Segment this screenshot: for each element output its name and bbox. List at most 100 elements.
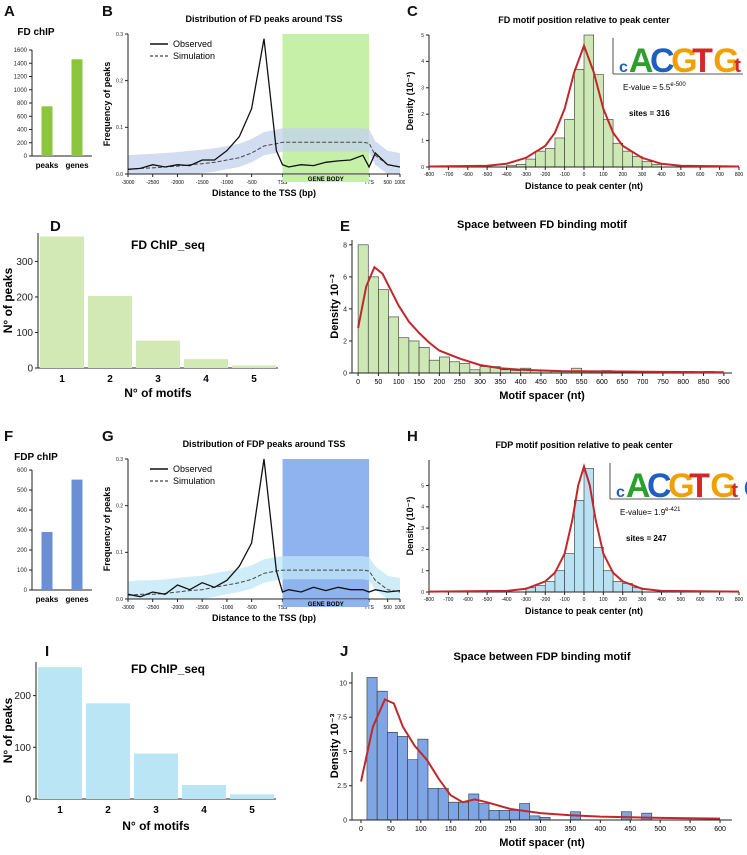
histogram-bar <box>438 788 448 820</box>
x-tick-label: -400 <box>501 172 511 178</box>
y-tick-label: 200 <box>16 292 33 303</box>
chart-title: Space between FD binding motif <box>457 219 627 231</box>
histogram-bar <box>584 469 594 592</box>
y-tick-label: 100 <box>17 568 28 574</box>
x-tick-label: -500 <box>482 172 492 178</box>
x-tick-label: 800 <box>677 379 689 386</box>
x-tick-label: -500 <box>247 180 257 186</box>
logo-letter: c <box>619 59 628 76</box>
y-tick-label: 8 <box>343 242 347 249</box>
x-tick-label: 100 <box>393 379 405 386</box>
y-tick-label: 100 <box>16 328 33 339</box>
histogram-bar <box>545 581 555 592</box>
histogram-bar <box>536 151 546 167</box>
y-tick-label: 0 <box>421 165 424 171</box>
y-tick-label: 4 <box>421 59 424 65</box>
bar <box>230 794 274 799</box>
x-tick-label: -300 <box>521 597 531 603</box>
y-tick-label: 0 <box>24 154 28 160</box>
panel-letter: D <box>50 218 61 235</box>
fd-motif-position-histogram: FD motif position relative to peak cente… <box>405 0 747 200</box>
x-tick-label: -800 <box>424 172 434 178</box>
x-tick-label: 850 <box>698 379 710 386</box>
x-tick-label: -700 <box>443 597 453 603</box>
x-tick-label: -500 <box>247 605 257 611</box>
histogram-bar <box>358 245 368 373</box>
x-tick-label: 200 <box>619 172 628 178</box>
histogram-bar <box>574 500 584 592</box>
y-axis-label: Density (10⁻³) <box>405 497 415 556</box>
x-tick-label: 250 <box>505 826 517 833</box>
histogram-bar <box>555 571 565 592</box>
x-tick-label: 600 <box>596 379 608 386</box>
y-tick-label: 800 <box>17 101 28 107</box>
y-tick-label: 3 <box>421 86 424 92</box>
y-tick-label: 4 <box>343 306 347 313</box>
y-tick-label: 400 <box>17 128 28 134</box>
x-tick-label: 800 <box>735 172 744 178</box>
fdp-motif-position-histogram: FDP motif position relative to peak cent… <box>405 425 747 625</box>
fd-chip-bar-chart: FD chIP02004006008001000120014001600peak… <box>0 0 100 190</box>
x-tick-label: -1500 <box>196 605 209 611</box>
x-tick-label: 500 <box>383 180 392 186</box>
y-tick-label: 2 <box>421 112 424 118</box>
y-tick-label: 400 <box>17 508 28 514</box>
legend-simulation-label: Simulation <box>173 476 215 486</box>
x-tick-label: 5 <box>251 374 257 385</box>
histogram-bar <box>409 341 419 373</box>
histogram-bar <box>499 810 509 820</box>
panel-letter: B <box>102 3 113 20</box>
x-tick-label: 600 <box>714 826 726 833</box>
y-axis-label: Frequency of peaks <box>102 487 112 572</box>
gene-body-label: GENE BODY <box>308 602 344 608</box>
bar <box>134 754 178 799</box>
x-tick-label: -100 <box>560 597 570 603</box>
y-tick-label: 5 <box>421 483 424 489</box>
x-tick-label: peaks <box>36 595 59 604</box>
x-tick-label: 600 <box>696 172 705 178</box>
x-axis-label: N° of motifs <box>122 819 190 833</box>
panel-h: H FDP motif position relative to peak ce… <box>405 425 747 625</box>
x-tick-label: -2000 <box>171 605 184 611</box>
y-tick-label: 2 <box>343 338 347 345</box>
x-tick-label: 1 <box>57 805 63 816</box>
x-tick-label: -700 <box>443 172 453 178</box>
histogram-bar <box>594 547 604 592</box>
x-tick-label: 50 <box>387 826 395 833</box>
bar <box>42 106 53 156</box>
x-axis-label: Distance to peak center (nt) <box>525 606 643 616</box>
x-tick-label: -600 <box>463 597 473 603</box>
panel-c: C FD motif position relative to peak cen… <box>405 0 747 200</box>
y-tick-label: 6 <box>343 274 347 281</box>
y-tick-label: 1200 <box>14 75 28 81</box>
panel-letter: J <box>340 643 348 660</box>
panel-letter: G <box>102 428 114 445</box>
y-axis-label: N° of peaks <box>1 697 15 763</box>
fdp-tss-distribution-chart: Distribution of FDP peaks around TSS0.00… <box>100 425 405 625</box>
x-tick-label: -300 <box>521 172 531 178</box>
histogram-bar <box>603 571 613 592</box>
x-tick-label: 5 <box>249 805 255 816</box>
bar <box>88 296 132 368</box>
x-tick-label: 500 <box>677 597 686 603</box>
chart-title: Distribution of FDP peaks around TSS <box>183 439 346 449</box>
chart-title: Space between FDP binding motif <box>453 651 630 663</box>
x-tick-label: -800 <box>424 597 434 603</box>
histogram-bar <box>459 802 469 820</box>
y-tick-label: 4 <box>421 505 424 511</box>
histogram-bar <box>378 290 388 373</box>
x-tick-label: 650 <box>616 379 628 386</box>
x-tick-label: 4 <box>201 805 207 816</box>
x-axis-label: Distance to the TSS (bp) <box>212 188 316 198</box>
x-tick-label: 750 <box>657 379 669 386</box>
x-tick-label: 700 <box>715 597 724 603</box>
logo-letter: t <box>734 55 741 77</box>
y-tick-label: 100 <box>14 743 31 754</box>
x-tick-label: -2000 <box>171 180 184 186</box>
logo-letter: t <box>731 480 738 502</box>
x-tick-label: 100 <box>599 172 608 178</box>
